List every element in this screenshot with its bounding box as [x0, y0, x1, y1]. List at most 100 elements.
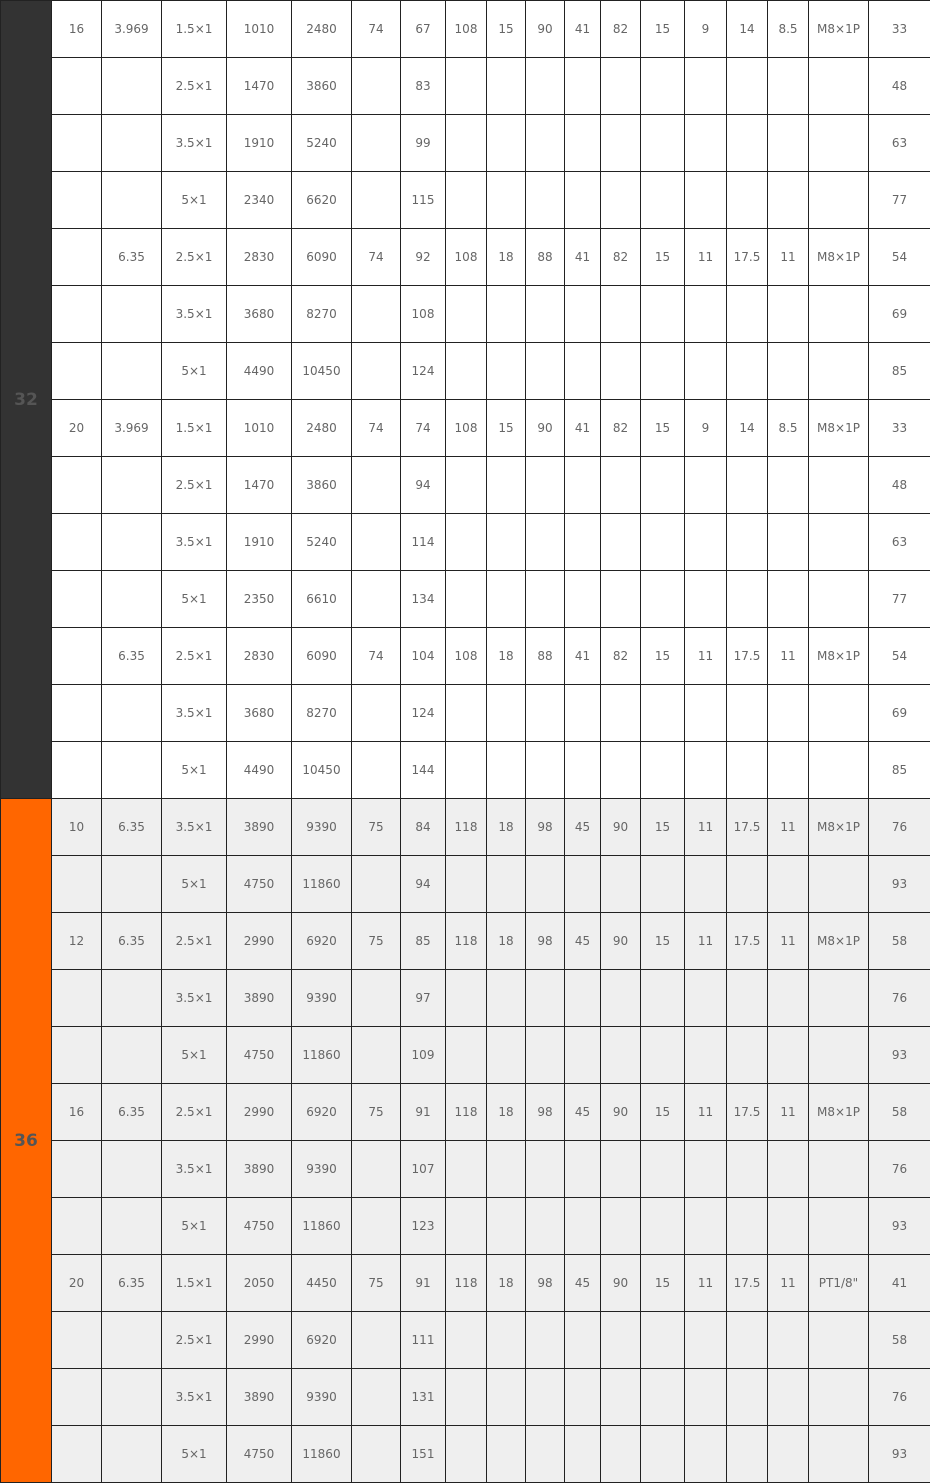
- table-cell: [564, 855, 601, 913]
- table-cell: 144: [400, 741, 446, 799]
- table-cell: 9390: [291, 1140, 352, 1198]
- table-cell: 2830: [226, 228, 292, 286]
- table-cell: 20: [51, 399, 102, 457]
- table-cell: 15: [640, 798, 685, 856]
- table-cell: [525, 741, 565, 799]
- table-cell: [684, 1368, 727, 1426]
- table-cell: 10: [51, 798, 102, 856]
- table-cell: [51, 684, 102, 742]
- table-cell: [486, 1425, 526, 1483]
- table-cell: 14: [726, 399, 768, 457]
- table-cell: [351, 456, 401, 514]
- table-cell: 10450: [291, 741, 352, 799]
- table-cell: 74: [351, 0, 401, 58]
- table-cell: [767, 114, 809, 172]
- table-cell: 3.969: [101, 0, 162, 58]
- table-cell: [808, 1368, 869, 1426]
- table-cell: [486, 969, 526, 1027]
- table-cell: 18: [486, 912, 526, 970]
- table-cell: [726, 741, 768, 799]
- table-cell: [101, 1311, 162, 1369]
- table-cell: 131: [400, 1368, 446, 1426]
- table-cell: [351, 114, 401, 172]
- table-cell: [726, 114, 768, 172]
- table-cell: [51, 1140, 102, 1198]
- table-cell: [445, 741, 487, 799]
- table-cell: [101, 114, 162, 172]
- table-cell: 8.5: [767, 0, 809, 58]
- table-cell: [445, 342, 487, 400]
- table-cell: 111: [400, 1311, 446, 1369]
- table-cell: 97: [400, 969, 446, 1027]
- table-cell: [600, 741, 641, 799]
- table-cell: [808, 57, 869, 115]
- table-cell: 118: [445, 1083, 487, 1141]
- table-cell: [767, 741, 809, 799]
- table-cell: [101, 1197, 162, 1255]
- table-cell: 118: [445, 798, 487, 856]
- table-cell: [51, 855, 102, 913]
- table-cell: [351, 1368, 401, 1426]
- table-cell: 1.5×1: [161, 399, 227, 457]
- table-cell: 98: [525, 1254, 565, 1312]
- table-cell: 41: [564, 0, 601, 58]
- table-cell: [445, 513, 487, 571]
- table-cell: 63: [868, 114, 930, 172]
- table-cell: [684, 57, 727, 115]
- table-cell: 2.5×1: [161, 456, 227, 514]
- table-cell: 45: [564, 912, 601, 970]
- table-cell: 93: [868, 855, 930, 913]
- table-cell: 91: [400, 1254, 446, 1312]
- table-cell: 4750: [226, 1026, 292, 1084]
- table-cell: 3.5×1: [161, 285, 227, 343]
- table-cell: [51, 1311, 102, 1369]
- table-cell: 45: [564, 1254, 601, 1312]
- table-cell: [808, 684, 869, 742]
- table-cell: [101, 570, 162, 628]
- table-cell: 6090: [291, 228, 352, 286]
- table-cell: [51, 114, 102, 172]
- table-row: 5×1 2350 6610 134 77: [1, 570, 930, 628]
- table-cell: 75: [351, 798, 401, 856]
- table-cell: 9: [684, 0, 727, 58]
- table-cell: [525, 570, 565, 628]
- table-cell: 5×1: [161, 1197, 227, 1255]
- table-cell: 4750: [226, 1425, 292, 1483]
- table-cell: [101, 855, 162, 913]
- table-cell: 1.5×1: [161, 0, 227, 58]
- table-cell: 123: [400, 1197, 446, 1255]
- table-cell: [564, 1368, 601, 1426]
- table-cell: [640, 57, 685, 115]
- table-cell: [351, 684, 401, 742]
- table-cell: M8×1P: [808, 399, 869, 457]
- table-row: 32 16 3.969 1.5×1 1010 2480 74 67 108 15 90 41 82 15 9…: [0, 0, 930, 799]
- group-label-cell: 36: [0, 798, 52, 1483]
- table-cell: 33: [868, 399, 930, 457]
- table-cell: [600, 969, 641, 1027]
- table-cell: 82: [600, 228, 641, 286]
- table-cell: [808, 1026, 869, 1084]
- table-cell: 5×1: [161, 741, 227, 799]
- table-cell: 45: [564, 798, 601, 856]
- table-cell: 3.5×1: [161, 969, 227, 1027]
- table-cell: [640, 114, 685, 172]
- table-cell: [767, 456, 809, 514]
- table-cell: [600, 855, 641, 913]
- table-cell: [767, 1197, 809, 1255]
- table-row: 3.5×1 3680 8270 108 69: [1, 285, 930, 343]
- table-cell: [486, 114, 526, 172]
- table-cell: [808, 1197, 869, 1255]
- table-cell: [767, 57, 809, 115]
- table-cell: [564, 57, 601, 115]
- table-cell: [640, 1368, 685, 1426]
- table-cell: [600, 1026, 641, 1084]
- table-cell: [351, 855, 401, 913]
- table-cell: [51, 969, 102, 1027]
- table-cell: 6920: [291, 1083, 352, 1141]
- table-cell: [351, 1026, 401, 1084]
- table-cell: [600, 1197, 641, 1255]
- table-cell: 90: [525, 399, 565, 457]
- table-cell: [726, 171, 768, 229]
- table-cell: [808, 570, 869, 628]
- table-cell: 75: [351, 1083, 401, 1141]
